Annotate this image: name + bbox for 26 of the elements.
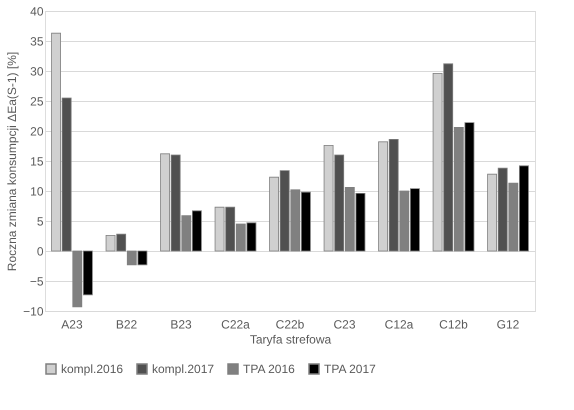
legend-label: kompl.2016 bbox=[61, 362, 124, 376]
y-tick-label: 20 bbox=[30, 124, 44, 138]
y-tick-label: 10 bbox=[30, 184, 44, 198]
x-tick-label: C23 bbox=[333, 318, 356, 332]
x-tick-label: C22b bbox=[276, 318, 305, 332]
y-tick-label: 15 bbox=[30, 154, 44, 168]
x-tick-label: B23 bbox=[170, 318, 192, 332]
y-axis-title: Roczna zmiana konsumpcji ΔEa(S-1) [%] bbox=[5, 52, 20, 272]
x-tick-label: G12 bbox=[496, 318, 520, 332]
legend-label: TPA 2016 bbox=[243, 362, 296, 376]
y-tick-label: 40 bbox=[30, 4, 44, 18]
y-tick-label: 30 bbox=[30, 64, 44, 78]
y-tick-label: 25 bbox=[30, 94, 44, 108]
y-tick-label: −5 bbox=[30, 274, 44, 288]
y-tick-label: 35 bbox=[30, 34, 44, 48]
x-tick-label: B22 bbox=[116, 318, 138, 332]
x-tick-label: A23 bbox=[61, 318, 83, 332]
x-tick-label: C22a bbox=[221, 318, 250, 332]
legend-label: TPA 2017 bbox=[324, 362, 376, 376]
y-tick-label: −10 bbox=[23, 304, 44, 318]
y-tick-label: 5 bbox=[36, 214, 44, 228]
y-tick-label: 0 bbox=[36, 244, 44, 258]
x-tick-label: C12b bbox=[439, 318, 468, 332]
x-tick-label: C12a bbox=[384, 318, 414, 332]
legend-label: kompl.2017 bbox=[152, 362, 214, 376]
x-axis-title: Taryfa strefowa bbox=[250, 332, 332, 346]
